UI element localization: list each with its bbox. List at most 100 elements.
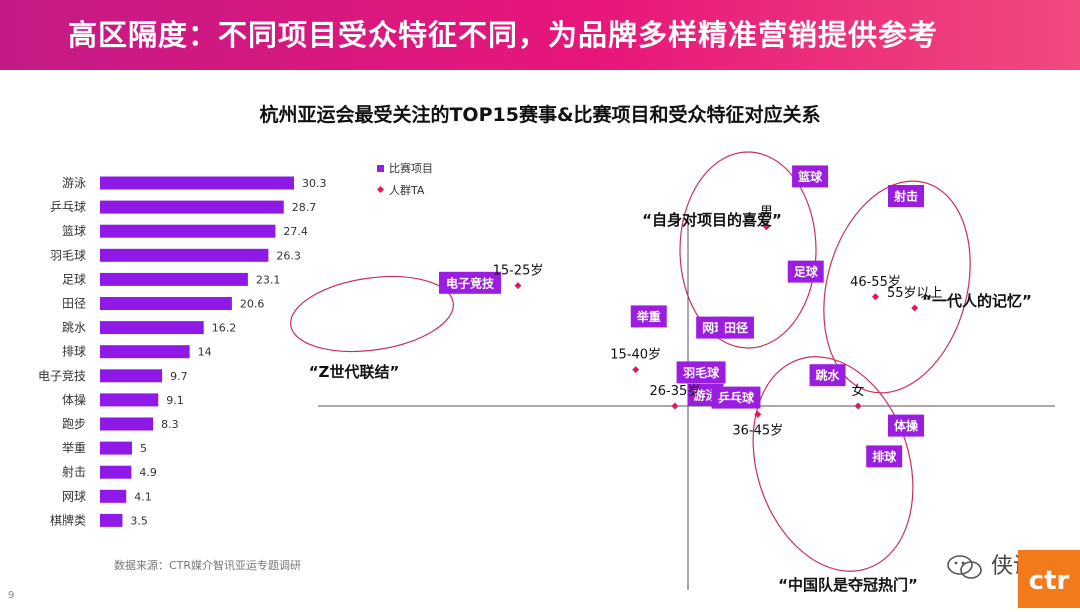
sport-pill-label: 排球 bbox=[872, 449, 897, 464]
bar bbox=[100, 465, 132, 479]
bar-value-label: 9.1 bbox=[166, 394, 184, 407]
sport-pill-label: 足球 bbox=[794, 264, 819, 279]
bar-value-label: 28.7 bbox=[292, 201, 317, 214]
sport-pill-label: 乒乓球 bbox=[718, 390, 755, 405]
sport-pill bbox=[792, 165, 829, 188]
bar-category-label: 跳水 bbox=[62, 321, 86, 335]
bar bbox=[100, 248, 269, 262]
bar-category-label: 举重 bbox=[62, 441, 86, 455]
bar bbox=[100, 176, 294, 190]
audience-marker bbox=[632, 366, 640, 374]
bar-value-label: 16.2 bbox=[212, 322, 237, 335]
sport-pill-label: 电子竞技 bbox=[446, 275, 495, 290]
sport-pill-label: 田径 bbox=[724, 320, 748, 335]
banner-title: 高区隔度：不同项目受众特征不同，为品牌多样精准营销提供参考 bbox=[68, 18, 939, 52]
bar-category-label: 棋牌类 bbox=[50, 513, 86, 527]
bar bbox=[100, 513, 123, 527]
cluster-ellipse-memory bbox=[823, 180, 971, 394]
bar-value-label: 8.3 bbox=[161, 418, 179, 431]
bar bbox=[100, 224, 276, 238]
bar bbox=[100, 369, 163, 383]
sport-pill-label: 射击 bbox=[893, 189, 918, 204]
bar-value-label: 30.3 bbox=[302, 177, 327, 190]
legend-label-audience: 人群TA bbox=[389, 183, 425, 197]
sport-pill bbox=[809, 364, 846, 387]
audience-marker bbox=[762, 223, 770, 231]
cluster-ellipse-love bbox=[679, 151, 817, 349]
bar-category-label: 射击 bbox=[62, 464, 86, 479]
bar-value-label: 26.3 bbox=[276, 249, 301, 262]
bar-category-label: 电子竞技 bbox=[38, 369, 86, 383]
audience-label: 女 bbox=[852, 383, 865, 399]
audience-label: 15-40岁 bbox=[610, 348, 661, 363]
sport-pill bbox=[717, 316, 754, 339]
sport-pill-label: 篮球 bbox=[797, 169, 823, 184]
logo-text: ctr bbox=[1028, 566, 1070, 596]
bar bbox=[100, 321, 204, 335]
bar-value-label: 14 bbox=[198, 346, 212, 359]
wechat-icon bbox=[947, 555, 982, 579]
bar-value-label: 5 bbox=[140, 442, 147, 455]
bar-category-label: 跑步 bbox=[62, 417, 86, 431]
source-note: 数据来源：CTR媒介智讯亚运专题调研 bbox=[114, 559, 302, 572]
bar-value-label: 3.5 bbox=[130, 514, 148, 527]
chart-title: 杭州亚运会最受关注的TOP15赛事&比赛项目和受众特征对应关系 bbox=[259, 104, 821, 126]
audience-marker bbox=[854, 402, 862, 410]
bar bbox=[100, 489, 127, 503]
bar bbox=[100, 393, 159, 407]
sport-pill bbox=[888, 185, 924, 207]
bar-category-label: 体操 bbox=[62, 392, 86, 407]
bar bbox=[100, 297, 232, 310]
header-banner: 高区隔度：不同项目受众特征不同，为品牌多样精准营销提供参考 bbox=[0, 0, 1080, 70]
bar-category-label: 田径 bbox=[62, 297, 86, 311]
cluster-quotes: “自身对项目的喜爱” “一代人的记忆” “Z世代联结” “中国队是夺冠热门” bbox=[309, 211, 1032, 594]
sport-pill bbox=[439, 271, 501, 294]
cluster-quote: “自身对项目的喜爱” bbox=[642, 211, 782, 229]
sport-pill bbox=[888, 414, 924, 437]
legend-marker-sport bbox=[377, 165, 384, 172]
audience-marker bbox=[754, 410, 762, 418]
cluster-ellipse-champion bbox=[752, 356, 914, 572]
cluster-ellipse-genz bbox=[290, 275, 454, 353]
audience-label: 36-45岁 bbox=[732, 423, 783, 438]
bar-category-label: 羽毛球 bbox=[50, 248, 86, 262]
bar-value-label: 4.1 bbox=[134, 490, 152, 503]
cluster-quote: “一代人的记忆” bbox=[922, 292, 1032, 310]
bar-value-label: 23.1 bbox=[256, 273, 281, 286]
sport-pill-label: 举重 bbox=[636, 309, 661, 324]
audience-marker bbox=[871, 293, 879, 301]
cluster-quote: “Z世代联结” bbox=[309, 363, 400, 381]
bar-category-label: 排球 bbox=[62, 345, 86, 359]
sport-pill bbox=[711, 386, 761, 409]
sport-pill-label: 跳水 bbox=[816, 368, 841, 383]
audience-label: 55岁以上 bbox=[887, 286, 943, 301]
audience-marker bbox=[671, 402, 679, 410]
bar-category-label: 网球 bbox=[62, 489, 86, 503]
audience-label: 46-55岁 bbox=[850, 275, 901, 290]
sport-pill bbox=[866, 445, 903, 468]
cluster-ellipses bbox=[290, 151, 971, 572]
bar-value-label: 4.9 bbox=[139, 466, 157, 479]
ctr-logo: ctr bbox=[1018, 550, 1080, 608]
sport-pill bbox=[676, 361, 726, 384]
audience-label: 男 bbox=[760, 205, 773, 220]
sport-pill bbox=[630, 305, 667, 328]
bar bbox=[100, 417, 154, 431]
bar-value-label: 20.6 bbox=[240, 298, 265, 311]
sport-pill-label: 体操 bbox=[894, 418, 919, 433]
audience-marker bbox=[514, 282, 522, 290]
bar bbox=[100, 441, 133, 455]
audience-label: 26-35岁 bbox=[650, 384, 701, 399]
bar bbox=[100, 200, 284, 214]
bar-category-label: 游泳 bbox=[62, 176, 86, 190]
audience-label: 15-25岁 bbox=[493, 264, 544, 279]
legend-label-sport: 比赛项目 bbox=[389, 161, 433, 175]
sport-pill-label: 羽毛球 bbox=[683, 365, 720, 380]
sport-pill bbox=[787, 260, 824, 283]
axis-lines bbox=[318, 218, 1055, 590]
bar-category-label: 乒乓球 bbox=[50, 200, 86, 214]
bar-value-label: 9.7 bbox=[170, 370, 188, 383]
